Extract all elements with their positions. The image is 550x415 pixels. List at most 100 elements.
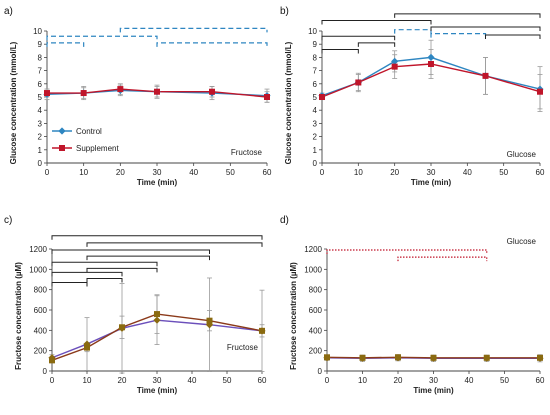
y-tick-label: 0	[313, 159, 318, 168]
significance-bracket	[86, 267, 158, 273]
x-tick-label: 60	[536, 376, 545, 385]
x-tick-label: 0	[320, 168, 325, 177]
data-point-supplement	[264, 94, 270, 100]
data-point-control	[427, 53, 435, 61]
y-tick-label: 6	[313, 80, 318, 89]
chart-panel-4: d) 0 200 400 600 800 1000 1200 0 10 20 30 40 50 60 Time…	[280, 215, 545, 395]
y-tick-label: 9	[313, 40, 318, 49]
data-point-control	[205, 321, 214, 329]
panel-label: d)	[280, 215, 289, 226]
x-tick-label: 10	[358, 376, 367, 385]
x-tick-label: 30	[427, 168, 436, 177]
x-tick-label: 50	[223, 376, 232, 385]
significance-bracket	[51, 235, 263, 240]
panel-annotation: Fructose	[227, 343, 259, 352]
significance-bracket	[51, 282, 88, 287]
panel-annotation: Fructose	[231, 148, 263, 157]
data-point-supplement	[154, 311, 160, 318]
legend-marker-supplement	[59, 145, 65, 151]
data-point-supplement	[319, 94, 325, 100]
x-tick-label: 30	[429, 376, 438, 385]
x-tick-label: 10	[354, 168, 363, 177]
data-point-supplement	[49, 357, 55, 364]
panel-label: a)	[4, 6, 13, 17]
y-tick-label: 7	[38, 67, 43, 76]
series-line-supplement	[47, 88, 268, 98]
y-tick-label: 4	[313, 106, 318, 115]
x-tick-label: 50	[226, 168, 235, 177]
y-tick-label: 0	[318, 367, 323, 376]
data-point-supplement	[117, 86, 124, 93]
x-tick-label: 40	[188, 376, 197, 385]
y-axis-label: Fructose concentration (µM)	[289, 262, 298, 370]
x-axis-label: Time (min)	[411, 178, 452, 187]
x-axis-label: Time (min)	[413, 386, 454, 395]
significance-bracket	[51, 271, 123, 277]
significance-bracket	[430, 26, 541, 32]
x-tick-label: 40	[189, 168, 198, 177]
data-point-supplement	[324, 354, 330, 361]
data-point-supplement	[395, 354, 401, 361]
x-tick-label: 10	[83, 376, 92, 385]
significance-bracket	[326, 249, 488, 255]
x-axis-label: Time (min)	[137, 178, 178, 187]
y-tick-label: 3	[38, 119, 43, 128]
x-tick-label: 60	[536, 168, 545, 177]
x-tick-label: 20	[118, 376, 127, 385]
y-tick-label: 1	[38, 146, 43, 155]
x-axis-label: Time (min)	[137, 386, 178, 395]
significance-bracket	[321, 19, 432, 25]
y-tick-label: 8	[313, 53, 318, 62]
data-point-supplement	[119, 324, 125, 331]
panel-annotation: Glucose	[507, 150, 537, 159]
x-tick-label: 20	[394, 376, 403, 385]
x-tick-label: 0	[50, 376, 55, 385]
x-tick-label: 60	[258, 376, 267, 385]
significance-bracket	[321, 35, 396, 41]
x-tick-label: 30	[153, 376, 162, 385]
significance-bracket	[51, 261, 158, 267]
x-tick-label: 0	[45, 168, 50, 177]
data-point-supplement	[355, 79, 362, 86]
significance-bracket	[51, 249, 210, 255]
data-point-supplement	[483, 354, 490, 361]
data-point-supplement	[430, 354, 437, 361]
x-tick-label: 20	[116, 168, 125, 177]
significance-bracket	[357, 42, 396, 47]
series-line-control	[51, 319, 263, 359]
significance-bracket	[86, 255, 210, 261]
y-tick-label: 8	[38, 53, 43, 62]
chart-panel-3: c) 0 200 400 600 800 1000 1200 0 10 20 30 40 50 60 Time…	[4, 215, 267, 395]
data-point-supplement	[84, 344, 90, 351]
y-tick-label: 400	[309, 326, 323, 335]
significance-bracket	[321, 48, 359, 54]
significance-bracket	[430, 33, 487, 38]
legend-marker-control	[58, 127, 66, 135]
panel-label: c)	[4, 215, 12, 226]
x-tick-label: 10	[79, 168, 88, 177]
y-tick-label: 1200	[29, 245, 47, 254]
y-tick-label: 5	[38, 93, 43, 102]
significance-bracket	[394, 29, 432, 34]
data-point-supplement	[428, 61, 434, 67]
significance-bracket	[86, 242, 263, 247]
y-tick-label: 600	[309, 306, 323, 315]
significance-bracket	[46, 35, 158, 41]
data-point-supplement	[259, 327, 265, 334]
data-point-supplement	[206, 317, 213, 324]
y-tick-label: 7	[313, 67, 318, 76]
y-tick-label: 1000	[29, 265, 47, 274]
significance-bracket	[397, 256, 488, 262]
significance-bracket	[46, 42, 85, 47]
series-line-supplement	[51, 313, 263, 361]
legend: Control Supplement	[52, 127, 119, 153]
y-tick-label: 4	[38, 106, 43, 115]
y-tick-label: 800	[34, 286, 48, 295]
data-point-supplement	[391, 63, 398, 70]
y-tick-label: 5	[313, 93, 318, 102]
significance-bracket	[156, 42, 268, 47]
x-tick-label: 50	[500, 376, 509, 385]
x-tick-label: 20	[390, 168, 399, 177]
y-axis-label: Glucose concentration (mmol/L)	[9, 41, 18, 164]
